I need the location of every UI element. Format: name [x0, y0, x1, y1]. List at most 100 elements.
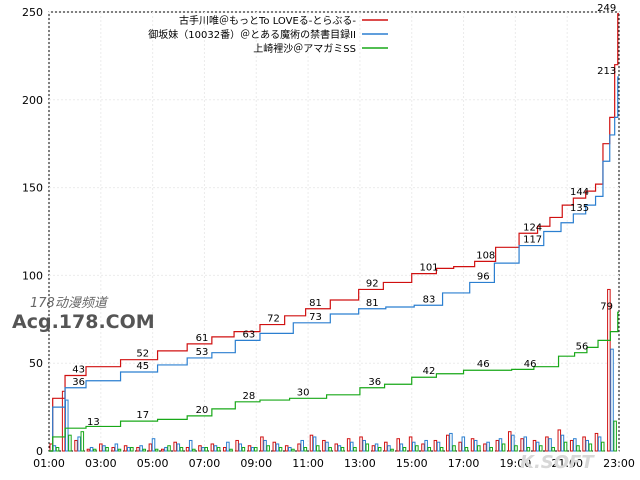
bar-3	[365, 443, 370, 452]
bar-1	[557, 429, 562, 452]
bar-1	[446, 434, 450, 452]
bar-1	[594, 432, 599, 452]
bar-2	[176, 443, 181, 452]
bar-2	[610, 348, 614, 452]
bar-2	[337, 445, 342, 452]
bar-3	[340, 446, 345, 452]
bar-1	[161, 448, 165, 452]
y-tick-label: 50	[29, 357, 43, 370]
bar-3	[278, 446, 283, 452]
data-label: 36	[368, 377, 381, 388]
bar-2	[362, 439, 366, 452]
data-label: 144	[570, 187, 589, 198]
x-tick-label: 17:00	[448, 457, 480, 470]
data-label: 213	[597, 66, 616, 77]
data-label: 79	[600, 301, 613, 312]
data-label: 117	[523, 235, 542, 246]
bar-1	[74, 439, 78, 452]
bar-3	[254, 446, 258, 452]
bar-1	[408, 436, 413, 452]
data-label: 28	[243, 391, 256, 402]
data-label: 81	[309, 298, 322, 309]
data-label: 42	[423, 366, 436, 377]
data-label: 73	[309, 312, 322, 323]
bar-2	[436, 441, 441, 452]
data-label: 56	[576, 342, 589, 353]
data-label: 30	[297, 387, 310, 398]
bar-1	[198, 445, 202, 452]
bar-3	[229, 448, 233, 452]
bar-2	[275, 443, 280, 452]
bar-3	[315, 445, 320, 452]
bar-1	[371, 445, 376, 452]
bar-3	[291, 448, 295, 452]
bar-2	[102, 445, 106, 452]
bar-2	[65, 399, 69, 452]
bar-2	[188, 439, 193, 452]
axis-ticks: 0 50 100 150 200 250 01:00 03:00 05:00 07:00 09:00…	[22, 6, 635, 470]
bar-2	[411, 441, 416, 452]
legend: 古手川唯＠もっとTo LOVEる-とらぶる-御坂妹（10032番）＠とある魔術の…	[148, 14, 388, 55]
bar-1	[334, 443, 339, 452]
bar-1	[495, 439, 500, 452]
bar-1	[99, 443, 103, 452]
bar-2	[201, 446, 205, 452]
bar-3	[539, 445, 543, 452]
bar-1	[247, 445, 252, 452]
bar-2	[511, 434, 515, 452]
bar-3	[489, 446, 493, 452]
bar-2	[585, 439, 589, 452]
x-tick-label: 21:00	[551, 457, 583, 470]
bar-3	[390, 448, 394, 452]
bar-1	[322, 439, 326, 452]
bar-3	[241, 446, 246, 452]
bar-2	[486, 441, 490, 452]
bar-1	[185, 446, 190, 452]
y-tick-label: 150	[22, 182, 43, 195]
bar-3	[501, 443, 506, 452]
plot-area	[48, 11, 620, 452]
y-tick-label: 200	[22, 94, 43, 107]
data-label: 83	[423, 294, 436, 305]
bar-1	[458, 441, 462, 452]
bar-2	[399, 443, 404, 452]
data-label: 52	[136, 349, 149, 360]
data-label: 45	[136, 361, 149, 372]
x-tick-label: 23:00	[603, 457, 635, 470]
bar-1	[545, 436, 549, 452]
data-label: 43	[72, 364, 85, 375]
bar-2	[263, 439, 267, 452]
bar-3	[600, 441, 605, 452]
bar-1	[582, 436, 586, 452]
bar-3	[216, 446, 221, 452]
bar-2	[151, 438, 156, 452]
x-tick-label: 09:00	[240, 457, 272, 470]
bar-2	[77, 436, 81, 452]
bar-1	[235, 439, 239, 452]
bar-1	[123, 445, 128, 452]
bar-1	[297, 443, 301, 452]
data-label: 20	[196, 405, 209, 416]
bar-3	[266, 445, 270, 452]
bar-2	[312, 436, 317, 452]
bar-3	[452, 445, 456, 452]
bar-1	[470, 438, 475, 452]
bar-1	[346, 438, 351, 452]
bar-3	[588, 443, 593, 452]
data-label: 17	[136, 410, 149, 421]
bar-1	[396, 438, 400, 452]
bar-3	[154, 448, 159, 452]
y-tick-label: 250	[22, 6, 43, 19]
bar-2	[498, 438, 503, 452]
bar-2	[424, 439, 428, 452]
data-label: 249	[597, 3, 616, 14]
data-labels: 43 52 61 72 81 92 101 108 124 144 249 36 45 53 63 73 81 8…	[72, 3, 616, 428]
bar-1	[433, 439, 438, 452]
bar-3	[105, 446, 109, 452]
bar-1	[520, 438, 524, 452]
grid	[48, 11, 620, 452]
bar-3	[377, 446, 382, 452]
watermark-site: Acg.178.COM	[12, 311, 155, 333]
bar-2	[535, 441, 540, 452]
